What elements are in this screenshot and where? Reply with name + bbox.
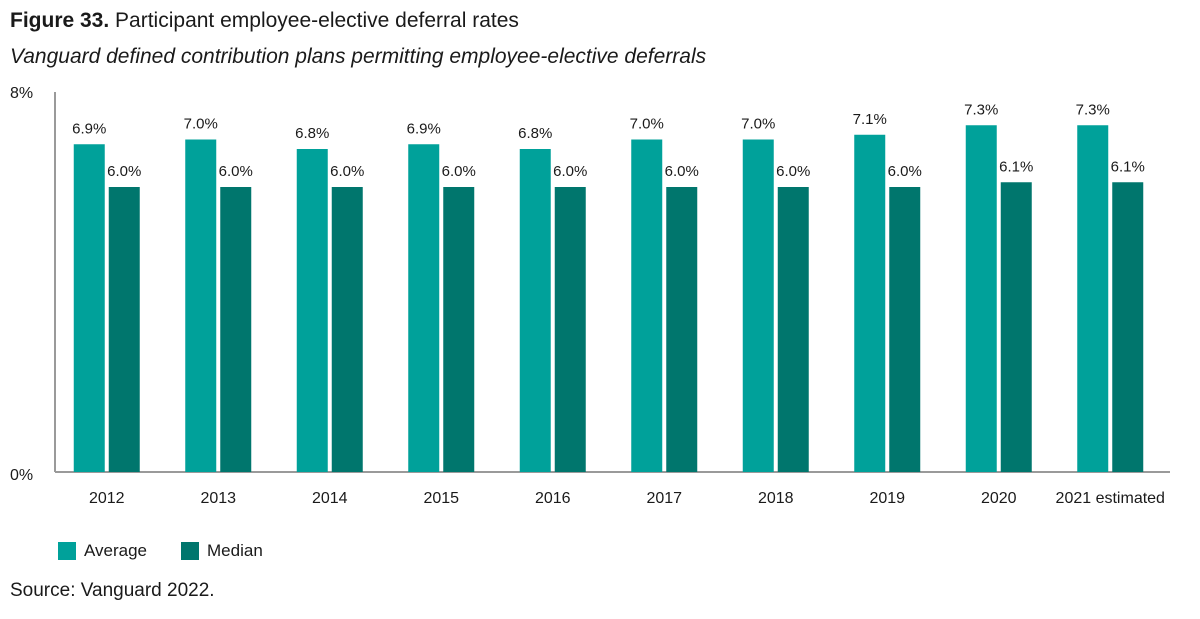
bar-average	[742, 139, 774, 472]
data-label-median: 6.0%	[776, 163, 810, 180]
figure-title: Figure 33. Participant employee-elective…	[10, 8, 519, 34]
x-tick-label: 2012	[89, 490, 125, 507]
x-tick-label: 2018	[758, 490, 794, 507]
y-tick-label: 0%	[10, 467, 33, 484]
bar-average	[519, 149, 551, 472]
bar-average	[631, 139, 663, 472]
data-label-average: 6.9%	[407, 120, 441, 137]
bar-average	[296, 149, 328, 472]
legend-item-average: Average	[58, 541, 147, 561]
legend-swatch-average	[58, 542, 76, 560]
x-tick-label: 2017	[646, 490, 682, 507]
data-label-average: 7.0%	[741, 116, 775, 133]
x-tick-label: 2015	[423, 490, 459, 507]
data-label-median: 6.1%	[999, 158, 1033, 175]
legend-label-median: Median	[207, 541, 263, 560]
bar-average	[408, 144, 440, 472]
figure-title-text: Participant employee-elective deferral r…	[115, 9, 519, 32]
x-tick-label: 2019	[869, 490, 905, 507]
legend-swatch-median	[181, 542, 200, 560]
data-label-median: 6.1%	[1111, 158, 1145, 175]
y-tick-label: 8%	[10, 85, 33, 102]
x-tick-label: 2021 estimated	[1056, 490, 1165, 507]
bar-median	[108, 187, 140, 472]
bar-median	[777, 187, 809, 472]
x-tick-label: 2014	[312, 490, 348, 507]
data-label-median: 6.0%	[442, 163, 476, 180]
data-label-median: 6.0%	[553, 163, 587, 180]
bar-average	[854, 134, 886, 472]
bar-median	[1000, 182, 1032, 472]
figure-number: Figure 33.	[10, 9, 110, 32]
x-tick-label: 2020	[981, 490, 1017, 507]
bar-median	[666, 187, 698, 472]
data-label-average: 7.1%	[853, 111, 887, 128]
bar-median	[220, 187, 252, 472]
data-label-average: 7.3%	[1076, 101, 1110, 118]
chart-legend: Average Median	[58, 541, 297, 561]
data-label-average: 6.8%	[295, 125, 329, 142]
bar-average	[1077, 125, 1109, 472]
data-label-median: 6.0%	[107, 163, 141, 180]
data-label-average: 7.0%	[630, 116, 664, 133]
x-tick-label: 2016	[535, 490, 571, 507]
x-tick-label: 2013	[200, 490, 236, 507]
data-label-average: 7.0%	[184, 116, 218, 133]
bar-median	[443, 187, 475, 472]
data-label-median: 6.0%	[330, 163, 364, 180]
bar-median	[889, 187, 921, 472]
figure-subtitle: Vanguard defined contribution plans perm…	[10, 45, 707, 68]
source-note: Source: Vanguard 2022.	[10, 580, 215, 601]
bar-median	[1112, 182, 1144, 472]
data-label-average: 6.8%	[518, 125, 552, 142]
data-label-median: 6.0%	[219, 163, 253, 180]
bar-average	[185, 139, 217, 472]
legend-label-average: Average	[84, 541, 148, 560]
legend-item-median: Median	[181, 541, 263, 561]
data-label-average: 6.9%	[72, 120, 106, 137]
bar-median	[554, 187, 586, 472]
data-label-median: 6.0%	[888, 163, 922, 180]
data-label-average: 7.3%	[964, 101, 998, 118]
bar-average	[73, 144, 105, 472]
bar-median	[331, 187, 363, 472]
data-label-median: 6.0%	[665, 163, 699, 180]
bar-average	[965, 125, 997, 472]
